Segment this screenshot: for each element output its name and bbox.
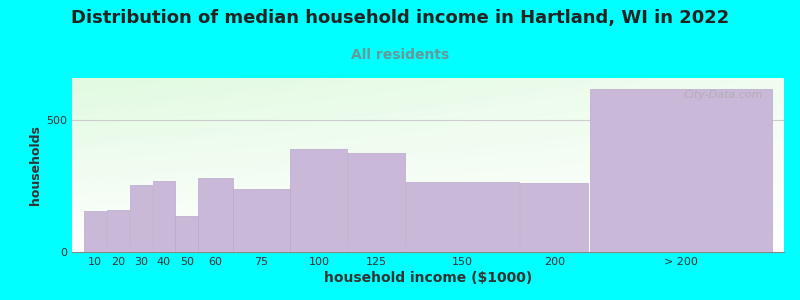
Bar (348, 153, 405, 252)
Y-axis label: households: households (29, 125, 42, 205)
Bar (590, 88, 771, 252)
Bar (130, 185, 152, 252)
Bar (198, 178, 233, 252)
Bar (106, 210, 130, 252)
X-axis label: household income ($1000): household income ($1000) (324, 271, 532, 285)
Text: City-Data.com: City-Data.com (683, 90, 762, 100)
Text: Distribution of median household income in Hartland, WI in 2022: Distribution of median household income … (71, 9, 729, 27)
Text: All residents: All residents (351, 48, 449, 62)
Bar (233, 189, 290, 252)
Bar (153, 181, 175, 252)
Bar (406, 182, 519, 252)
Bar (520, 184, 589, 252)
Bar (83, 211, 106, 252)
Bar (175, 216, 198, 252)
Bar (290, 149, 347, 252)
